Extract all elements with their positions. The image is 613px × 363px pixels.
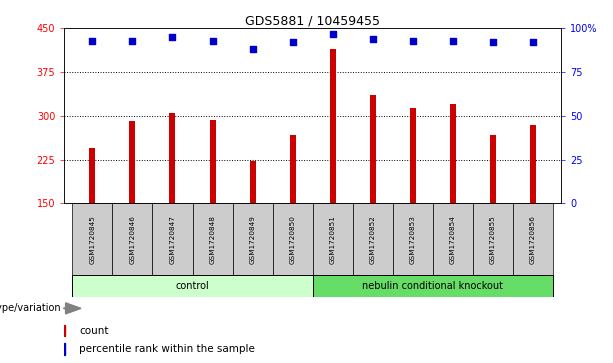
Bar xyxy=(169,113,175,203)
Point xyxy=(368,36,378,42)
Point xyxy=(248,46,257,52)
Point xyxy=(408,38,417,44)
Text: control: control xyxy=(176,281,210,291)
Point xyxy=(528,40,538,45)
Point xyxy=(167,34,177,40)
FancyBboxPatch shape xyxy=(513,203,553,276)
Polygon shape xyxy=(66,303,81,314)
Text: GSM1720846: GSM1720846 xyxy=(129,215,135,264)
FancyBboxPatch shape xyxy=(393,203,433,276)
FancyBboxPatch shape xyxy=(273,203,313,276)
Text: GSM1720848: GSM1720848 xyxy=(210,215,216,264)
Bar xyxy=(64,343,65,355)
Text: GSM1720854: GSM1720854 xyxy=(450,215,456,264)
Text: genotype/variation: genotype/variation xyxy=(0,303,61,313)
Title: GDS5881 / 10459455: GDS5881 / 10459455 xyxy=(245,14,380,27)
Bar xyxy=(409,108,416,203)
Bar xyxy=(330,49,336,203)
FancyBboxPatch shape xyxy=(313,203,352,276)
FancyBboxPatch shape xyxy=(232,203,273,276)
Bar xyxy=(129,121,135,203)
Bar xyxy=(249,162,256,203)
Text: GSM1720855: GSM1720855 xyxy=(490,215,496,264)
Bar xyxy=(64,325,65,336)
FancyBboxPatch shape xyxy=(473,203,513,276)
Bar xyxy=(490,135,496,203)
FancyBboxPatch shape xyxy=(72,203,112,276)
Text: GSM1720853: GSM1720853 xyxy=(409,215,416,264)
FancyBboxPatch shape xyxy=(112,203,153,276)
Text: GSM1720856: GSM1720856 xyxy=(530,215,536,264)
FancyBboxPatch shape xyxy=(433,203,473,276)
Text: nebulin conditional knockout: nebulin conditional knockout xyxy=(362,281,503,291)
Text: GSM1720852: GSM1720852 xyxy=(370,215,376,264)
FancyBboxPatch shape xyxy=(192,203,232,276)
Text: GSM1720850: GSM1720850 xyxy=(289,215,295,264)
Point xyxy=(287,40,297,45)
FancyBboxPatch shape xyxy=(313,276,553,297)
Bar xyxy=(89,148,96,203)
Bar xyxy=(530,125,536,203)
Bar xyxy=(210,120,216,203)
Text: GSM1720847: GSM1720847 xyxy=(169,215,175,264)
Bar xyxy=(450,104,456,203)
Point xyxy=(208,38,218,44)
Text: GSM1720849: GSM1720849 xyxy=(249,215,256,264)
Text: GSM1720845: GSM1720845 xyxy=(89,215,96,264)
FancyBboxPatch shape xyxy=(72,276,313,297)
Point xyxy=(88,38,97,44)
FancyBboxPatch shape xyxy=(153,203,192,276)
Bar xyxy=(289,135,295,203)
Point xyxy=(448,38,458,44)
Text: percentile rank within the sample: percentile rank within the sample xyxy=(79,344,255,354)
Point xyxy=(128,38,137,44)
Point xyxy=(328,31,338,37)
FancyBboxPatch shape xyxy=(352,203,393,276)
Text: count: count xyxy=(79,326,109,335)
Text: GSM1720851: GSM1720851 xyxy=(330,215,336,264)
Point xyxy=(488,40,498,45)
Bar xyxy=(370,95,376,203)
